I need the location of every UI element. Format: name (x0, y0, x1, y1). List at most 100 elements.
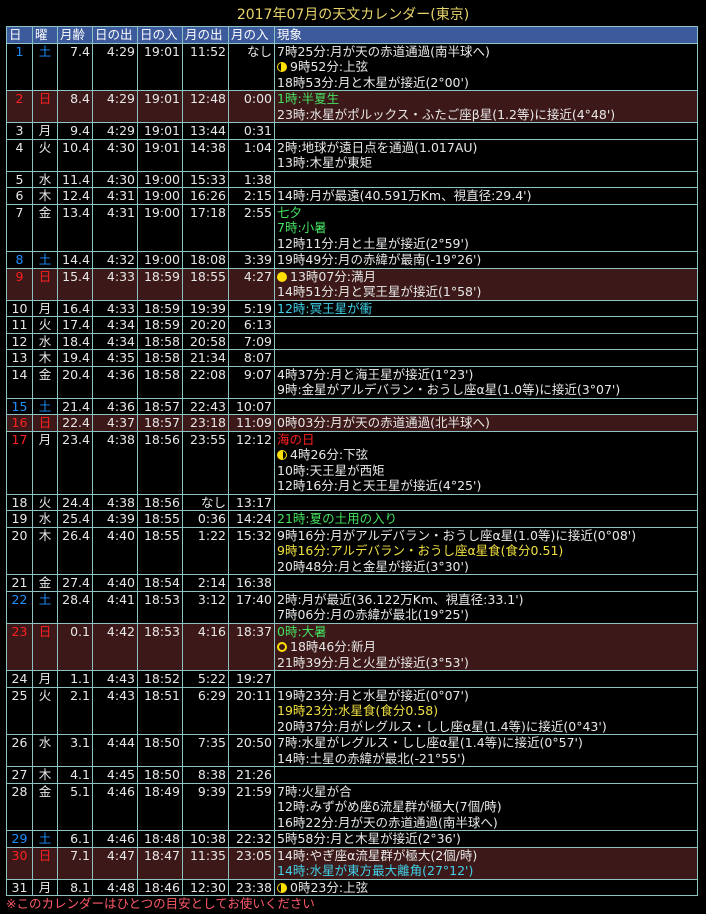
sunset-cell: 18:59 (137, 299, 183, 317)
table-row: 7 金 13.4 4:31 19:00 17:18 2:55 七夕 7時:小暑 12時11分:月と… (6, 203, 698, 252)
day-cell: 3 (6, 122, 33, 140)
table-row: 11 火 17.4 4:34 18:59 20:20 6:13 (6, 316, 698, 334)
phenomena-cell (274, 316, 698, 334)
table-row: 27 木 4.1 4:45 18:50 8:38 21:26 (6, 766, 698, 784)
table-row: 21 金 27.4 4:40 18:54 2:14 16:38 (6, 574, 698, 592)
event-line: 七夕 (277, 205, 695, 220)
phenomena-cell (274, 574, 698, 592)
moonrise-cell: 3:12 (182, 590, 229, 624)
day-cell: 2 (6, 90, 33, 123)
weekday-cell: 木 (32, 526, 58, 575)
table-row: 5 水 11.4 4:30 19:00 15:33 1:38 (6, 170, 698, 188)
day-cell: 10 (6, 299, 33, 317)
phenomena-cell: 14時:やぎ座α流星群が極大(2個/時) 14時:水星が東方最大離角(27°12'… (274, 846, 698, 880)
moon-age-cell: 8.1 (57, 878, 93, 896)
event-line: 4時37分:月と海王星が接近(1°23') (277, 367, 695, 382)
event-text: 12時:みずがめ座δ流星群が極大(7個/時) (277, 799, 502, 814)
event-text: 13時07分:満月 (290, 268, 377, 284)
moon-age-cell: 27.4 (57, 574, 93, 592)
moon-age-cell: 15.4 (57, 267, 93, 301)
weekday-cell: 金 (32, 574, 58, 592)
weekday-cell: 金 (32, 365, 58, 399)
day-cell: 8 (6, 251, 33, 269)
moonset-cell: 5:19 (228, 299, 275, 317)
sunrise-cell: 4:29 (92, 42, 138, 91)
event-line: 9時16分:月がアルデバラン・おうし座α星(1.0等)に接近(0°08') (277, 528, 695, 543)
day-cell: 21 (6, 574, 33, 592)
event-line: 0時:大暑 (277, 624, 695, 639)
sunrise-cell: 4:29 (92, 122, 138, 140)
moonset-cell: 21:59 (228, 782, 275, 831)
moonset-cell: 1:04 (228, 138, 275, 172)
moonset-cell: 20:50 (228, 734, 275, 767)
event-line: 14時:土星の赤緯が最北(-21°55') (277, 751, 695, 766)
weekday-cell: 木 (32, 349, 58, 367)
moonset-cell: 13:17 (228, 493, 275, 511)
event-line: 12時:みずがめ座δ流星群が極大(7個/時) (277, 799, 695, 815)
moon-age-cell: 28.4 (57, 590, 93, 624)
table-row: 16 日 22.4 4:37 18:57 23:18 11:09 0時03分:月が天の赤道通過… (6, 414, 698, 432)
phenomena-cell: 七夕 7時:小暑 12時11分:月と土星が接近(2°59') (274, 203, 698, 252)
day-cell: 6 (6, 187, 33, 205)
weekday-cell: 水 (32, 332, 58, 350)
event-text: 19時23分:水星食(食分0.58) (277, 703, 439, 718)
header-row: 日 曜 月齢 日の出 日の入 月の出 月の入 現象 (6, 26, 698, 44)
weekday-cell: 月 (32, 430, 58, 495)
phenomena-cell (274, 332, 698, 350)
moon-age-cell: 21.4 (57, 397, 93, 415)
event-text: 2時:地球が遠日点を通過(1.017AU) (277, 139, 478, 155)
moon-age-cell: 13.4 (57, 203, 93, 252)
moon-age-cell: 24.4 (57, 493, 93, 511)
event-line: 7時06分:月の赤緯が最北(19°25') (277, 607, 695, 622)
sunset-cell: 18:47 (137, 846, 183, 880)
event-text: 14時:水星が東方最大離角(27°12') (277, 863, 474, 878)
sunset-cell: 18:58 (137, 349, 183, 367)
sunrise-cell: 4:39 (92, 510, 138, 528)
event-line: 2時:地球が遠日点を通過(1.017AU) (277, 139, 695, 155)
weekday-cell: 土 (32, 397, 58, 415)
event-line: 14時:やぎ座α流星群が極大(2個/時) (277, 848, 695, 863)
sunset-cell: 18:58 (137, 365, 183, 399)
phenomena-cell (274, 397, 698, 415)
sunset-cell: 18:57 (137, 397, 183, 415)
phenomena-cell: 2時:地球が遠日点を通過(1.017AU) 13時:木星が東矩 (274, 138, 698, 172)
moonrise-cell: 0:36 (182, 510, 229, 528)
table-row: 8 土 14.4 4:32 19:00 18:08 3:39 19時49分:月の赤緯が最南(-… (6, 251, 698, 269)
moonset-cell: 15:32 (228, 526, 275, 575)
event-text: 9時52分:上弦 (290, 59, 369, 74)
weekday-cell: 木 (32, 187, 58, 205)
event-line: 14時:月が最遠(40.591万Km、視直径:29.4') (277, 188, 695, 203)
moon-age-cell: 25.4 (57, 510, 93, 528)
sunset-cell: 18:50 (137, 734, 183, 767)
phenomena-cell: 0時03分:月が天の赤道通過(北半球へ) (274, 414, 698, 432)
table-row: 24 月 1.1 4:43 18:52 5:22 19:27 (6, 670, 698, 688)
moonrise-cell: 14:38 (182, 138, 229, 172)
event-text: 14時51分:月と冥王星が接近(1°58') (277, 284, 482, 299)
phenomena-cell: 4時37分:月と海王星が接近(1°23') 9時:金星がアルデバラン・おうし座α星… (274, 365, 698, 399)
event-text: 16時22分:月が天の赤道通過(南半球へ) (277, 814, 498, 830)
day-cell: 9 (6, 267, 33, 301)
page-title: 2017年07月の天文カレンダー(東京) (236, 7, 470, 23)
phenomena-cell (274, 349, 698, 367)
table-row: 2 日 8.4 4:29 19:01 12:48 0:00 1時:半夏生 23時:水星がポルック… (6, 90, 698, 123)
sunrise-cell: 4:44 (92, 734, 138, 767)
event-line: 18時46分:新月 (277, 639, 695, 655)
table-row: 15 土 21.4 4:36 18:57 22:43 10:07 (6, 397, 698, 415)
moon-age-cell: 4.1 (57, 766, 93, 784)
day-cell: 25 (6, 686, 33, 735)
moonset-cell: 22:32 (228, 830, 275, 848)
moon-age-cell: 18.4 (57, 332, 93, 350)
sunset-cell: 19:01 (137, 42, 183, 91)
event-text: 2時:月が最近(36.122万Km、視直径:33.1') (277, 591, 524, 607)
header-sunset: 日の入 (137, 26, 183, 44)
event-text: 5時58分:月と木星が接近(2°36') (277, 831, 461, 846)
table-row: 14 金 20.4 4:36 18:58 22:08 9:07 4時37分:月と海王星が接近(… (6, 365, 698, 399)
event-line: 10時:天王星が西矩 (277, 463, 695, 479)
sunset-cell: 19:01 (137, 122, 183, 140)
weekday-cell: 月 (32, 299, 58, 317)
weekday-cell: 木 (32, 766, 58, 784)
phenomena-cell: 海の日 4時26分:下弦 10時:天王星が西矩 12時16分:月と天王星が接近(4°2… (274, 430, 698, 495)
event-line: 13時07分:満月 (277, 268, 695, 284)
event-text: 10時:天王星が西矩 (277, 462, 385, 478)
table-row: 23 日 0.1 4:42 18:53 4:16 18:37 0時:大暑 18時46分:新月 21… (6, 622, 698, 671)
